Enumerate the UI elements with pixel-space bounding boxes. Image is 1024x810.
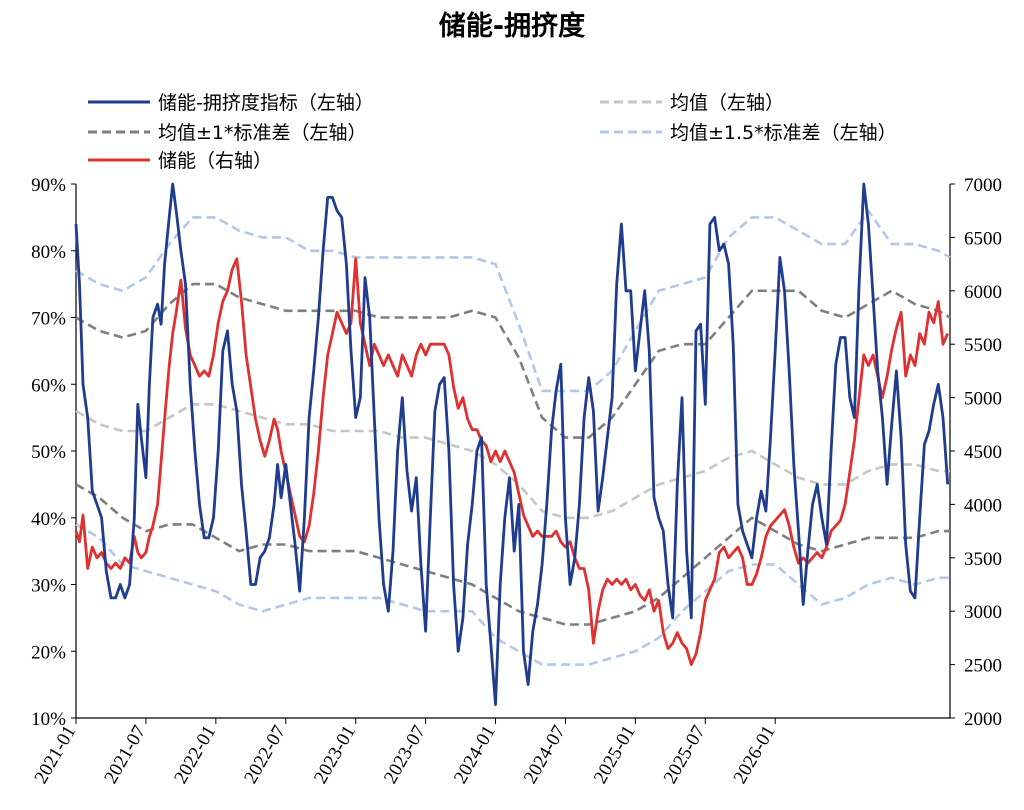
x-tick-label: 2021-01 bbox=[30, 722, 80, 787]
right-tick-label: 6000 bbox=[964, 282, 1002, 303]
band-1sd-upper-line bbox=[75, 282, 951, 439]
x-tick-label: 2023-01 bbox=[310, 722, 360, 787]
right-tick-label: 3500 bbox=[964, 549, 1002, 570]
legend-label: 均值±1.5*标准差（左轴） bbox=[670, 122, 897, 144]
left-tick-label: 20% bbox=[31, 642, 66, 663]
left-tick-label: 10% bbox=[31, 709, 66, 730]
right-tick-label: 6500 bbox=[964, 228, 1002, 249]
right-tick-label: 5500 bbox=[964, 335, 1002, 356]
band-1sd-lower-line bbox=[75, 483, 950, 626]
x-tick-label: 2021-07 bbox=[100, 722, 150, 787]
x-tick-label: 2025-01 bbox=[590, 722, 640, 787]
x-tick-label: 2022-01 bbox=[170, 722, 220, 787]
left-tick-label: 60% bbox=[31, 375, 66, 396]
right-tick-label: 2500 bbox=[964, 656, 1002, 677]
left-tick-label: 80% bbox=[31, 242, 66, 263]
right-tick-label: 7000 bbox=[964, 175, 1002, 196]
legend-label: 储能（右轴） bbox=[158, 150, 272, 172]
right-tick-label: 5000 bbox=[964, 389, 1002, 410]
chart-title: 储能-拥挤度 bbox=[438, 11, 586, 42]
x-tick-label: 2024-01 bbox=[450, 722, 500, 787]
legend-label: 均值±1*标准差（左轴） bbox=[158, 122, 367, 144]
band-1-5sd-upper-line bbox=[75, 209, 951, 393]
left-tick-label: 40% bbox=[31, 509, 66, 530]
x-tick-label: 2022-07 bbox=[240, 722, 290, 787]
mean-line bbox=[75, 403, 950, 520]
legend-label: 均值（左轴） bbox=[670, 92, 784, 114]
band-1-5sd-lower-line bbox=[75, 523, 950, 666]
right-tick-label: 2000 bbox=[964, 709, 1002, 730]
x-tick-label: 2026-01 bbox=[730, 722, 780, 787]
x-tick-label: 2025-07 bbox=[660, 722, 710, 787]
x-tick-label: 2023-07 bbox=[380, 722, 430, 787]
left-tick-label: 70% bbox=[31, 309, 66, 330]
right-tick-label: 4000 bbox=[964, 495, 1002, 516]
x-tick-label: 2024-07 bbox=[520, 722, 570, 787]
storage-price-line bbox=[74, 257, 949, 666]
legend-label: 储能-拥挤度指标（左轴） bbox=[158, 92, 374, 114]
left-tick-label: 90% bbox=[31, 175, 66, 196]
left-tick-label: 30% bbox=[31, 576, 66, 597]
left-tick-label: 50% bbox=[31, 442, 66, 463]
right-tick-label: 3000 bbox=[964, 602, 1002, 623]
crowding-index-line bbox=[74, 182, 950, 706]
right-tick-label: 4500 bbox=[964, 442, 1002, 463]
